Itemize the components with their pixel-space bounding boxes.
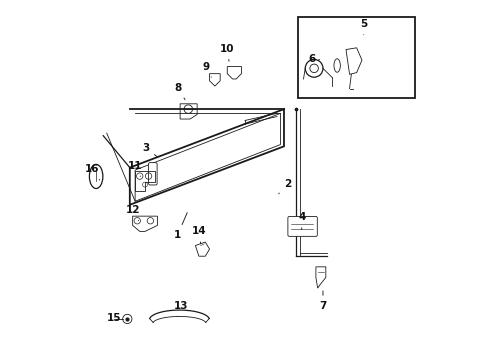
Text: 6: 6 [309,54,319,64]
Text: 14: 14 [192,226,206,244]
Text: 11: 11 [128,161,143,176]
Text: 7: 7 [319,291,327,311]
Text: 13: 13 [174,301,189,316]
Text: 2: 2 [279,179,291,194]
Text: 16: 16 [85,165,99,180]
Text: 12: 12 [126,205,141,221]
Text: 5: 5 [360,19,368,35]
FancyBboxPatch shape [148,163,157,185]
Text: 15: 15 [107,312,127,323]
Text: 1: 1 [174,213,187,240]
Text: 3: 3 [142,143,158,157]
Text: 4: 4 [298,212,305,230]
Bar [298,17,415,99]
Text: 8: 8 [174,83,185,100]
FancyBboxPatch shape [288,216,318,237]
Text: 9: 9 [202,62,211,77]
Text: 10: 10 [220,44,235,61]
